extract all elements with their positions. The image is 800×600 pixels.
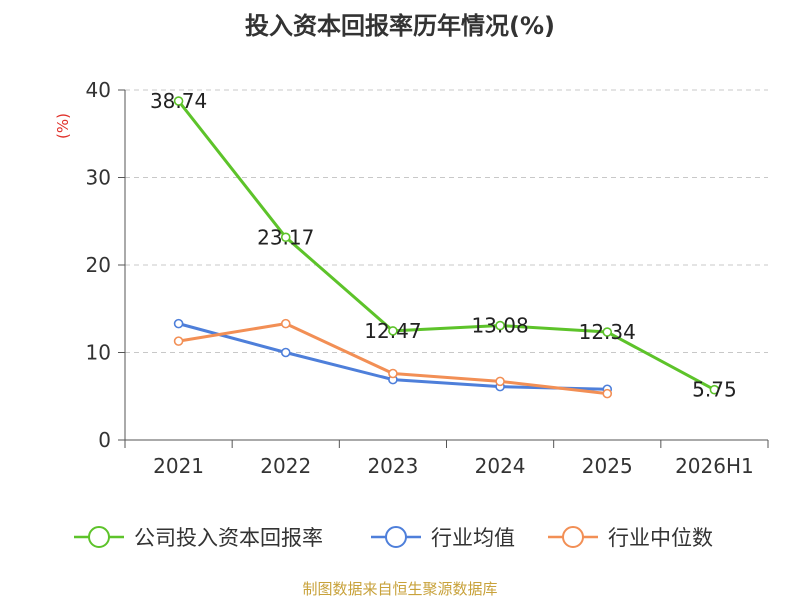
data-label: 13.08 [471, 314, 528, 338]
data-point [280, 347, 291, 358]
legend-label: 行业均值 [431, 526, 515, 550]
data-point [495, 376, 505, 387]
data-label: 38.74 [150, 89, 207, 113]
legend-label: 公司投入资本回报率 [134, 526, 323, 550]
data-label: 12.34 [579, 320, 636, 344]
x-tick-label: 2022 [260, 454, 311, 478]
legend-marker [385, 526, 407, 548]
data-point [280, 232, 291, 243]
data-point [709, 384, 720, 395]
y-tick-label: 30 [86, 166, 111, 190]
legend-marker [88, 526, 110, 548]
data-point [602, 327, 613, 337]
data-point [173, 96, 184, 106]
y-axis-label: (%) [54, 113, 72, 139]
y-tick-label: 10 [86, 341, 111, 365]
x-tick-label: 2025 [582, 454, 633, 478]
chart-title: 投入资本回报率历年情况(%) [245, 12, 555, 40]
x-tick-label: 2024 [475, 454, 526, 478]
data-point [495, 320, 505, 331]
series-line [177, 100, 716, 392]
data-label: 23.17 [257, 225, 314, 249]
x-tick-label: 2021 [153, 454, 204, 478]
data-label: 12.47 [364, 319, 421, 343]
data-point [388, 368, 398, 379]
x-tick-label: 2023 [367, 454, 418, 478]
y-tick-label: 0 [98, 428, 111, 452]
y-tick-label: 20 [86, 253, 111, 277]
data-label: 5.75 [692, 378, 737, 402]
data-point [173, 336, 184, 346]
data-point [173, 318, 184, 329]
legend-marker [562, 526, 584, 548]
data-point [388, 326, 398, 336]
data-point [280, 318, 291, 329]
x-tick-label: 2026H1 [675, 454, 754, 478]
y-tick-label: 40 [86, 78, 111, 102]
data-point [602, 388, 613, 399]
source-note: 制图数据来自恒生聚源数据库 [302, 580, 498, 598]
legend-label: 行业中位数 [608, 526, 713, 550]
